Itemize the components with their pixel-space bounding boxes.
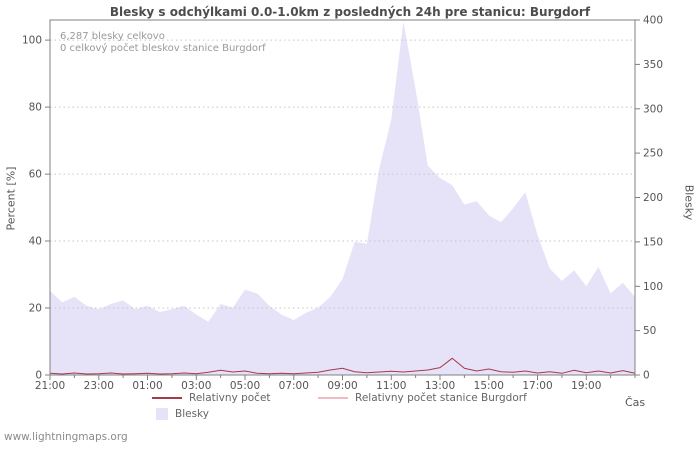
svg-text:300: 300 xyxy=(643,103,663,115)
svg-text:80: 80 xyxy=(29,102,42,114)
svg-text:50: 50 xyxy=(643,325,656,337)
gridlines xyxy=(50,39,635,309)
svg-text:100: 100 xyxy=(22,35,42,47)
legend-label-relative: Relativny počet xyxy=(189,392,271,404)
x-tick-labels: 21:00 23:00 01:00 03:00 05:00 07:00 09:00 11:00… xyxy=(35,380,602,392)
legend-line-swatch-relative xyxy=(152,397,182,399)
svg-text:11:00: 11:00 xyxy=(376,380,406,392)
series-area-blesky xyxy=(50,21,635,376)
svg-text:09:00: 09:00 xyxy=(327,380,357,392)
svg-text:21:00: 21:00 xyxy=(35,380,65,392)
svg-text:400: 400 xyxy=(643,15,663,27)
svg-text:0: 0 xyxy=(643,370,650,382)
svg-text:07:00: 07:00 xyxy=(279,380,309,392)
svg-text:19:00: 19:00 xyxy=(571,380,601,392)
x-axis-label: Čas xyxy=(625,396,646,409)
legend-label-blesky: Blesky xyxy=(175,408,209,420)
svg-text:05:00: 05:00 xyxy=(230,380,260,392)
legend-label-station: Relativny počet stanice Burgdorf xyxy=(355,392,527,404)
legend-item-blesky: Blesky xyxy=(156,408,209,420)
annotation-station-count: 0 celkový počet bleskov stanice Burgdorf xyxy=(60,43,266,54)
svg-text:15:00: 15:00 xyxy=(474,380,504,392)
y-right-tick-labels: 0 50 100 150 200 250 300 350 400 xyxy=(643,15,663,382)
legend-item-station-count: Relativny počet stanice Burgdorf xyxy=(318,392,527,404)
svg-text:250: 250 xyxy=(643,148,663,160)
svg-text:03:00: 03:00 xyxy=(181,380,211,392)
legend-item-relative-count: Relativny počet xyxy=(152,392,271,404)
svg-text:40: 40 xyxy=(29,236,42,248)
svg-text:23:00: 23:00 xyxy=(84,380,114,392)
svg-text:350: 350 xyxy=(643,59,663,71)
y-left-tick-labels: 0 20 40 60 80 100 xyxy=(22,35,42,382)
svg-text:60: 60 xyxy=(29,169,42,181)
axis-ticks xyxy=(45,19,640,380)
svg-text:100: 100 xyxy=(643,281,663,293)
legend-line-swatch-station xyxy=(318,397,348,399)
watermark-text: www.lightningmaps.org xyxy=(4,431,128,443)
annotation-total-count: 6,287 blesky celkovo xyxy=(60,31,165,42)
svg-text:150: 150 xyxy=(643,236,663,248)
svg-text:17:00: 17:00 xyxy=(522,380,552,392)
svg-text:200: 200 xyxy=(643,192,663,204)
svg-text:0: 0 xyxy=(35,370,42,382)
chart-title: Blesky s odchýlkami 0.0-1.0km z posledný… xyxy=(109,5,591,19)
series-line-relative xyxy=(49,357,636,375)
svg-text:20: 20 xyxy=(29,303,42,315)
svg-text:13:00: 13:00 xyxy=(425,380,455,392)
svg-text:01:00: 01:00 xyxy=(132,380,162,392)
legend-area-swatch-blesky xyxy=(156,408,168,420)
